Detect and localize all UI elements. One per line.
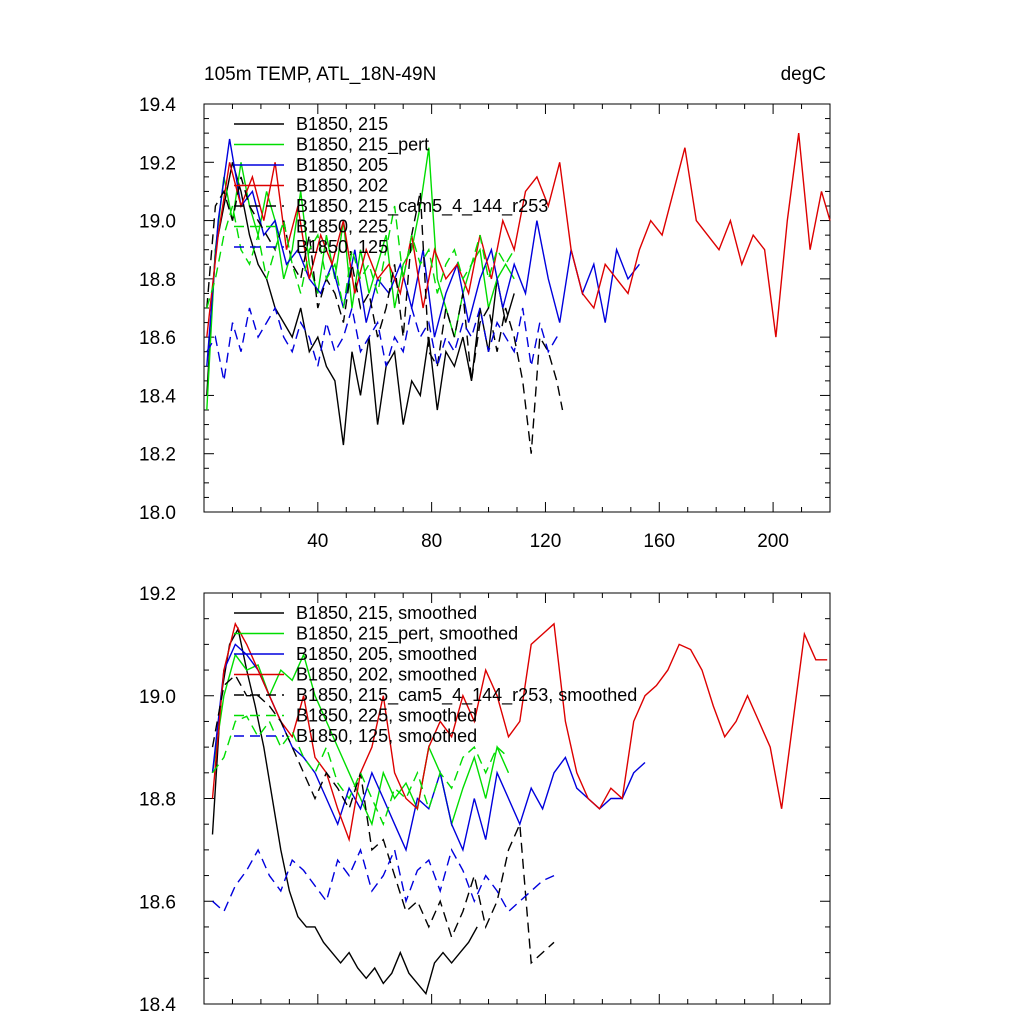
chart-0-legend-label-0: B1850, 215 bbox=[296, 114, 388, 134]
chart-0-ytick-label: 19.4 bbox=[139, 95, 176, 116]
chart-1-legend-label-5: B1850, 225, smoothed bbox=[296, 706, 477, 726]
chart-0-ytick-label: 18.2 bbox=[139, 445, 176, 466]
chart-0-ytick-label: 19.0 bbox=[139, 212, 176, 233]
chart-1-series-line-3 bbox=[211, 621, 828, 843]
chart-1-series-line-5 bbox=[211, 715, 509, 827]
chart-0-units: degC bbox=[781, 64, 826, 85]
chart-0-title: 105m TEMP, ATL_18N-49N bbox=[204, 64, 436, 85]
chart-1-series-line-0 bbox=[211, 627, 478, 996]
chart-0-legend-label-3: B1850, 202 bbox=[296, 176, 388, 196]
chart-0-series-line-3 bbox=[206, 133, 831, 338]
chart-0-series-line-5 bbox=[206, 205, 515, 309]
chart-0-ytick-label: 18.0 bbox=[139, 503, 176, 524]
chart-1-series-line-4 bbox=[211, 674, 555, 965]
chart-0-ytick-label: 18.8 bbox=[139, 270, 176, 291]
chart-0-ytick-label: 18.6 bbox=[139, 328, 176, 349]
chart-0-legend-label-2: B1850, 205 bbox=[296, 155, 388, 175]
chart-1-legend-label-2: B1850, 205, smoothed bbox=[296, 644, 477, 664]
chart-0-series-line-6 bbox=[206, 306, 563, 382]
chart-1-legend-label-0: B1850, 215, smoothed bbox=[296, 603, 477, 623]
chart-1-legend-label-4: B1850, 215_cam5_4_144_r253, smoothed bbox=[296, 685, 637, 706]
chart-0-xtick-label: 160 bbox=[643, 531, 675, 552]
chart-1-series-line-6 bbox=[212, 847, 555, 913]
chart-0-series-line-4 bbox=[206, 176, 564, 454]
chart-0-legend-label-5: B1850, 225 bbox=[296, 217, 388, 237]
chart-0-legend-label-1: B1850, 215_pert bbox=[296, 135, 429, 156]
chart-0-legend-label-6: B1850, 125 bbox=[296, 237, 388, 257]
chart-0-xtick-label: 40 bbox=[307, 531, 328, 552]
chart-0-xtick-label: 80 bbox=[421, 531, 442, 552]
chart-0-ytick-label: 19.2 bbox=[139, 153, 176, 174]
chart-0-xtick-label: 200 bbox=[757, 531, 789, 552]
chart-0-xtick-label: 120 bbox=[530, 531, 562, 552]
chart-1-legend-label-6: B1850, 125, smoothed bbox=[296, 726, 477, 746]
chart-1-series-line-2 bbox=[211, 643, 646, 853]
chart-1-ytick-label: 18.4 bbox=[139, 995, 176, 1016]
chart-0-legend-label-4: B1850, 215_cam5_4_144_r253 bbox=[296, 196, 548, 217]
chart-1-ytick-label: 18.6 bbox=[139, 892, 176, 913]
chart-1-ytick-label: 19.0 bbox=[139, 687, 176, 708]
chart-1-legend-label-3: B1850, 202, smoothed bbox=[296, 665, 477, 685]
chart-1-ytick-label: 19.2 bbox=[139, 584, 176, 605]
chart-0-ytick-label: 18.4 bbox=[139, 386, 176, 407]
chart-1-ytick-label: 18.8 bbox=[139, 790, 176, 811]
chart-1-legend-label-1: B1850, 215_pert, smoothed bbox=[296, 624, 518, 645]
chart-0-series-line-0 bbox=[206, 162, 515, 446]
